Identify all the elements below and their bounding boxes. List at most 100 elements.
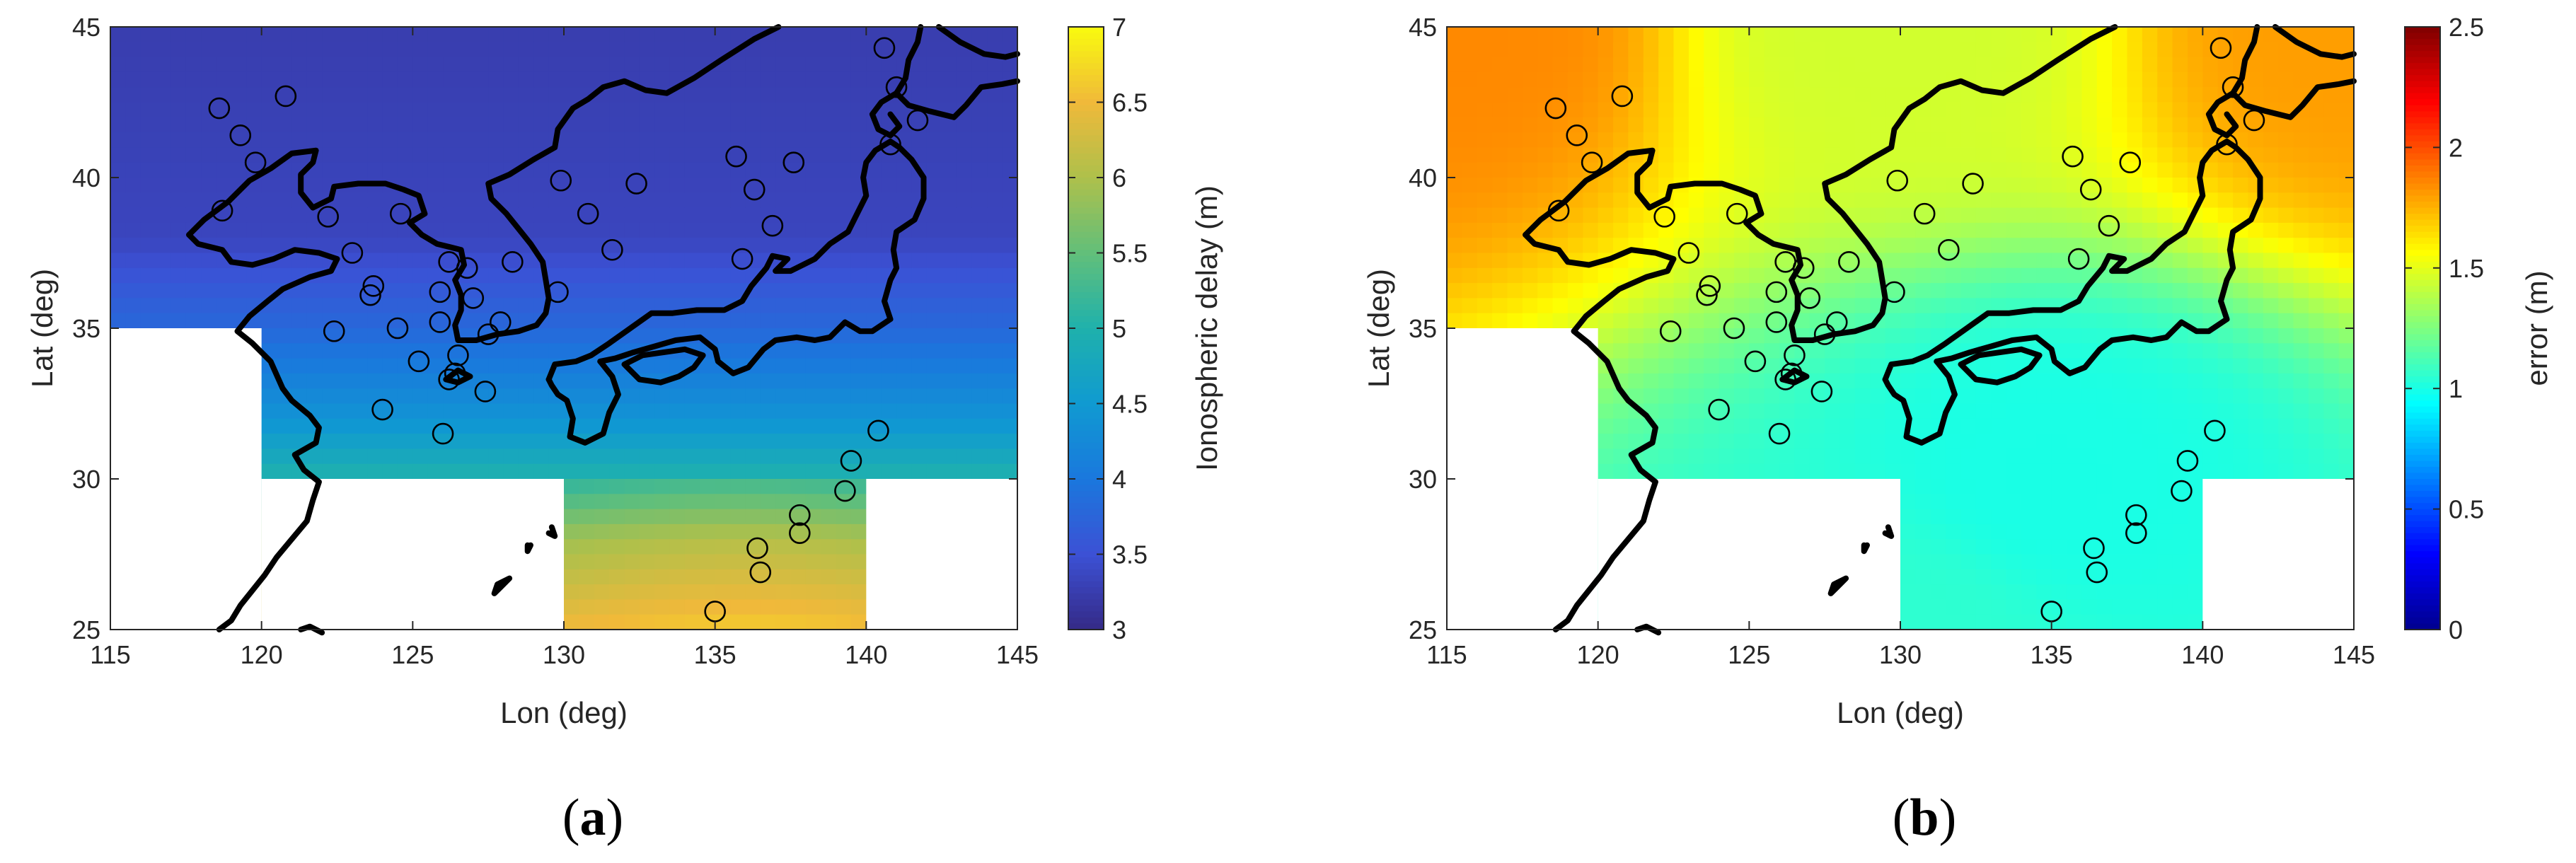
field-cell: [1870, 403, 1886, 419]
field-cell: [1885, 27, 1901, 43]
field-cell: [171, 207, 187, 224]
field-cell: [2263, 403, 2279, 419]
field-cell: [805, 494, 822, 510]
field-cell: [125, 71, 141, 88]
field-cell: [684, 313, 701, 329]
field-cell: [957, 373, 973, 389]
field-cell: [836, 147, 852, 163]
field-cell: [957, 418, 973, 434]
station-markers-a: [208, 37, 929, 622]
field-cell: [382, 283, 398, 299]
field-cell: [1583, 192, 1599, 209]
field-cell: [579, 178, 595, 194]
field-cell: [2081, 448, 2098, 465]
field-cell: [427, 192, 444, 209]
field-cell: [1002, 207, 1018, 224]
field-cell: [1749, 373, 1765, 389]
field-cell: [624, 554, 640, 570]
field-cell: [971, 102, 988, 118]
field-cell: [2338, 358, 2355, 374]
field-cell: [745, 192, 761, 209]
field-cell: [2248, 267, 2264, 284]
field-cell: [624, 599, 640, 615]
field-cell: [1583, 117, 1599, 133]
field-cell: [2157, 222, 2173, 238]
field-cell: [2112, 554, 2128, 570]
field-cell: [2202, 283, 2219, 299]
field-cell: [1477, 102, 1493, 118]
field-cell: [2142, 494, 2159, 510]
field-cell: [2278, 343, 2294, 359]
field-cell: [306, 222, 323, 238]
field-cell: [1825, 222, 1841, 238]
field-cell: [942, 388, 958, 405]
field-cell: [594, 222, 610, 238]
field-cell: [2217, 328, 2234, 344]
field-cell: [684, 267, 701, 284]
field-cell: [488, 57, 504, 73]
field-cell: [594, 373, 610, 389]
field-cell: [488, 373, 504, 389]
field-cell: [216, 313, 232, 329]
field-cell: [1915, 448, 1931, 465]
field-cell: [2278, 313, 2294, 329]
field-cell: [987, 418, 1003, 434]
field-cell: [2021, 494, 2038, 510]
field-cell: [730, 192, 746, 209]
field-cell: [639, 102, 655, 118]
field-cell: [911, 87, 928, 103]
field-cell: [2127, 418, 2143, 434]
field-cell: [730, 87, 746, 103]
field-cell: [1598, 373, 1614, 389]
field-cell: [367, 71, 383, 88]
field-cell: [1598, 27, 1614, 43]
station-marker: [550, 169, 572, 192]
field-cell: [473, 192, 489, 209]
field-cell: [850, 132, 867, 149]
field-cell: [1673, 132, 1690, 149]
field-cell: [1492, 27, 1508, 43]
field-cell: [896, 328, 913, 344]
field-cell: [715, 434, 731, 450]
field-cell: [518, 403, 535, 419]
field-cell: [1764, 117, 1780, 133]
field-cell: [1477, 267, 1493, 284]
field-cell: [684, 448, 701, 465]
field-cell: [730, 343, 746, 359]
field-cell: [1719, 57, 1735, 73]
field-cell: [850, 494, 867, 510]
field-cell: [548, 313, 565, 329]
field-cell: [836, 71, 852, 88]
field-cell: [881, 388, 897, 405]
field-cell: [1930, 584, 1946, 601]
field-cell: [1946, 132, 1962, 149]
field-cell: [1764, 222, 1780, 238]
field-cell: [836, 448, 852, 465]
field-cell: [579, 614, 595, 630]
field-cell: [790, 418, 807, 434]
field-cell: [911, 343, 928, 359]
field-cell: [201, 162, 217, 178]
field-cell: [805, 42, 822, 58]
field-cell: [1749, 57, 1765, 73]
field-cell: [942, 283, 958, 299]
field-cell: [2112, 448, 2128, 465]
field-cell: [1946, 57, 1962, 73]
field-cell: [473, 57, 489, 73]
colorbar-segment: [1068, 190, 1104, 197]
field-cell: [1794, 178, 1810, 194]
field-cell: [1946, 358, 1962, 374]
field-cell: [1900, 373, 1917, 389]
field-cell: [564, 178, 580, 194]
field-cell: [140, 87, 156, 103]
field-cell: [2142, 448, 2159, 465]
field-cell: [1567, 162, 1584, 178]
field-cell: [609, 222, 625, 238]
field-cell: [760, 584, 776, 601]
field-cell: [277, 192, 293, 209]
field-cell: [291, 27, 308, 43]
field-cell: [971, 388, 988, 405]
field-cell: [684, 403, 701, 419]
field-cell: [1567, 267, 1584, 284]
field-cell: [639, 267, 655, 284]
